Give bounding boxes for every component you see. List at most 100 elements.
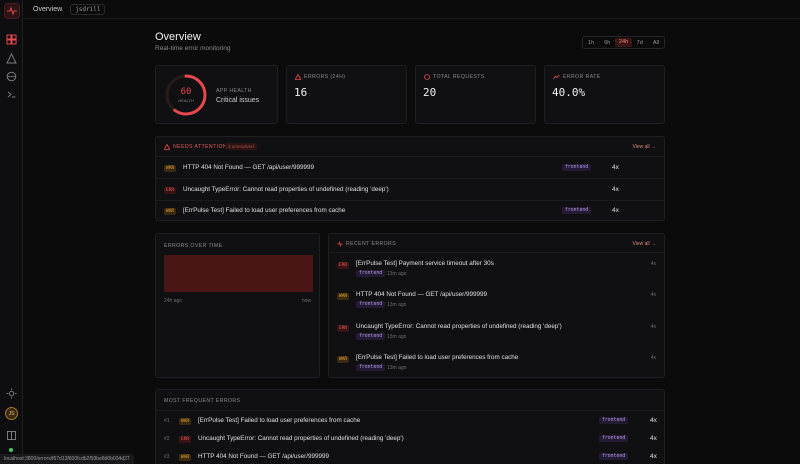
recent-error-row[interactable]: ERR [ErrPulse Test] Payment service time… [329,255,664,285]
attention-row[interactable]: WAR HTTP 404 Not Found — GET /api/user/9… [156,157,664,178]
level-badge: ERR [337,262,350,269]
env-tag: frontend [599,435,629,442]
health-score-label: HEALTH [178,98,194,103]
rate-value: 40.0% [552,86,586,99]
attention-row[interactable]: WAR [ErrPulse Test] Failed to load user … [156,201,664,222]
health-label: APP HEALTH [216,88,252,94]
requests-card: TOTAL REQUESTS 20 [415,65,536,124]
error-time: 13m ago [387,302,407,308]
error-message: Uncaught TypeError: Cannot read properti… [198,435,404,442]
rate-card: ERROR RATE 40.0% [544,65,665,124]
error-message: HTTP 404 Not Found — GET /api/user/99999… [356,291,488,298]
error-message: Uncaught TypeError: Cannot read properti… [183,186,389,193]
level-badge: ERR [337,325,350,332]
errors-over-time-panel: ERRORS OVER TIME 24h ago now [155,233,320,378]
trend-icon [553,74,560,80]
recent-view-all-link[interactable]: View all → [632,241,656,247]
error-count: 4x [650,261,656,267]
status-url: localhost:3800/errors/f67d13f600fcdb2f93… [0,454,134,464]
level-badge: WAR [164,208,177,215]
error-message: HTTP 404 Not Found — GET /api/user/99999… [198,453,330,460]
most-frequent-title: MOST FREQUENT ERRORS [164,398,241,404]
level-badge: ERR [164,187,177,194]
recent-error-row[interactable]: ERR Uncaught TypeError: Cannot read prop… [329,318,664,348]
sun-icon[interactable] [6,388,17,399]
error-message: [ErrPulse Test] Payment service timeout … [356,260,494,267]
error-time: 13m ago [387,334,407,340]
health-status: Critical issues [216,97,260,104]
tab-overview[interactable]: Overview [33,5,63,13]
pulse-icon [7,6,17,16]
frequent-error-row[interactable]: #2 ERR Uncaught TypeError: Cannot read p… [156,431,664,448]
range-option-7d[interactable]: 7d [636,39,643,46]
page-subtitle: Real-time error monitoring [155,45,231,52]
dashboard-icon[interactable] [6,34,17,45]
book-icon[interactable] [6,430,17,441]
error-count: 4x [650,417,657,424]
error-count: 4x [612,186,619,193]
level-badge: WAR [164,165,177,172]
recent-errors-title: RECENT ERRORS [346,241,397,247]
env-tag: frontend [599,417,629,424]
env-tag: frontend [356,364,386,371]
chart-area [164,255,313,292]
attention-row[interactable]: ERR Uncaught TypeError: Cannot read prop… [156,179,664,200]
terminal-icon[interactable] [6,89,17,100]
sidebar-rail: JS [0,0,23,464]
env-tag: frontend [356,270,386,277]
needs-attention-panel: NEEDS ATTENTION 3 unresolved View all → … [155,136,665,221]
errors-card: ERRORS (24H) 16 [286,65,407,124]
frequent-error-row[interactable]: #1 WAR [ErrPulse Test] Failed to load us… [156,413,664,430]
env-tag: frontend [599,453,629,460]
error-count: 4x [612,164,619,171]
chart-title: ERRORS OVER TIME [164,243,223,249]
error-message: [ErrPulse Test] Failed to load user pref… [198,417,361,424]
error-count: 4x [650,355,656,361]
pulse-icon [337,241,343,247]
status-indicator [9,448,13,452]
rank: #1 [164,418,170,424]
unresolved-badge: 3 unresolved [225,143,257,150]
env-tag: frontend [562,207,592,214]
recent-error-row[interactable]: WAR [ErrPulse Test] Failed to load user … [329,349,664,379]
errors-label: ERRORS (24H) [304,74,346,80]
error-message: HTTP 404 Not Found — GET /api/user/99999… [183,164,315,171]
most-frequent-panel: MOST FREQUENT ERRORS #1 WAR [ErrPulse Te… [155,389,665,464]
attention-view-all-link[interactable]: View all → [632,144,656,150]
page-title: Overview [155,31,201,43]
level-badge: WAR [179,418,192,425]
requests-label: TOTAL REQUESTS [433,74,485,80]
level-badge: ERR [179,436,192,443]
error-time: 13m ago [387,365,407,371]
logo[interactable] [4,3,20,19]
top-bar: Overview jsdrill [23,0,800,19]
health-gauge [165,74,207,116]
chart-end-label: now [301,298,311,304]
time-range-selector: 1h 6h 24h 7d All [582,36,665,49]
health-score: 60 [180,87,192,97]
env-tag: frontend [356,333,386,340]
error-count: 4x [612,207,619,214]
recent-error-row[interactable]: WAR HTTP 404 Not Found — GET /api/user/9… [329,286,664,316]
globe-icon[interactable] [6,71,17,82]
avatar[interactable]: JS [5,407,18,420]
range-option-24h[interactable]: 24h [615,38,632,47]
range-option-1h[interactable]: 1h [588,39,595,46]
globe-icon [424,74,430,80]
warning-icon [295,74,301,80]
error-time: 13m ago [387,271,407,277]
project-chip[interactable]: jsdrill [70,3,106,15]
error-message: [ErrPulse Test] Failed to load user pref… [183,207,346,214]
level-badge: WAR [337,356,350,363]
recent-errors-panel: RECENT ERRORS View all → ERR [ErrPulse T… [328,233,665,378]
frequent-error-row[interactable]: #3 WAR HTTP 404 Not Found — GET /api/use… [156,449,664,464]
env-tag: frontend [356,301,386,308]
errors-value: 16 [294,86,308,99]
env-tag: frontend [562,164,592,171]
range-option-all[interactable]: All [652,39,659,46]
range-option-6h[interactable]: 6h [604,39,611,46]
rank: #3 [164,454,170,460]
requests-value: 20 [423,86,437,99]
error-count: 4x [650,324,656,330]
alert-icon[interactable] [6,53,17,64]
